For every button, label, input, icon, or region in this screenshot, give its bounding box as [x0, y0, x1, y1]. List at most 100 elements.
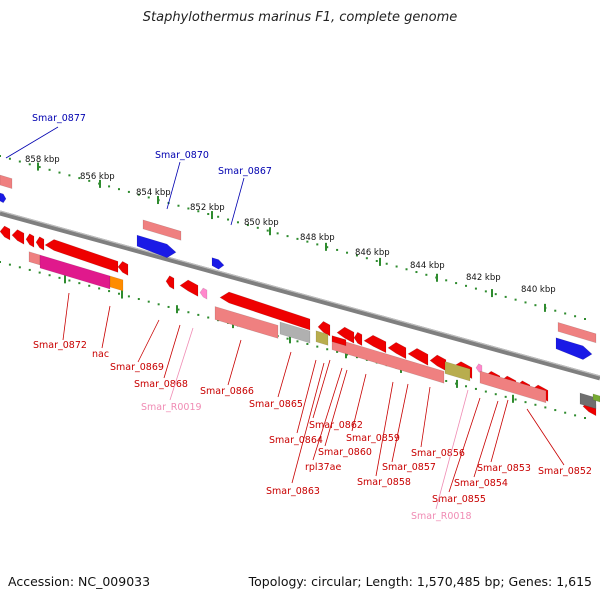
gene-arrow-reverse [179, 279, 199, 297]
gene-label-leader [62, 292, 70, 341]
gene-block [28, 251, 41, 266]
ruler-dot [484, 290, 487, 293]
ruler-dot [256, 226, 259, 229]
ruler-dot [157, 303, 160, 306]
ruler-dot [455, 282, 458, 285]
gene-arrow-reverse [117, 261, 129, 276]
gene-label-leader [490, 399, 509, 463]
ruler-major-tick [325, 242, 327, 251]
ruler-dot [108, 290, 111, 293]
gene-label-leader [526, 408, 565, 466]
ruler-dot [58, 276, 61, 279]
gene-arrow-forward [211, 257, 225, 270]
gene-arrow-reverse [25, 233, 35, 248]
ruler-dot [316, 243, 319, 246]
gene-label-bottom: Smar_0866 [200, 386, 254, 397]
gene-label-leader [230, 177, 245, 226]
ruler-major-tick [37, 162, 39, 171]
ruler-dot [18, 266, 21, 269]
gene-arrow-reverse [387, 342, 407, 360]
ruler-dot [346, 353, 349, 356]
ruler-dot [494, 293, 497, 296]
gene-label-bottom: Smar_0859 [346, 433, 400, 444]
gene-label-bottom: nac [92, 349, 109, 360]
ruler-dot [8, 157, 11, 160]
ruler-dot [514, 398, 517, 401]
ruler-dot [137, 298, 140, 301]
gene-label-leader [312, 367, 343, 461]
gene-block [592, 393, 600, 403]
ruler-dot [534, 403, 537, 406]
ruler-dot [197, 313, 200, 316]
gene-block [444, 361, 471, 382]
ruler-dot [554, 409, 557, 412]
ruler-dot [117, 292, 120, 295]
ruler-dot [296, 237, 299, 240]
ruler-major-tick [512, 394, 514, 403]
ruler-dot [78, 282, 81, 285]
gene-label-leader [324, 369, 348, 447]
gene-label-leader [101, 305, 111, 349]
track-layer [0, 174, 600, 417]
ruler-dot [326, 246, 329, 249]
gene-label-leader [163, 324, 181, 379]
gene-label-bottom: Smar_0863 [266, 486, 320, 497]
ruler-dot [534, 304, 537, 307]
ruler-dot [68, 174, 71, 177]
ruler-dot [465, 385, 468, 388]
gene-label-leader [277, 351, 292, 398]
ruler-dot [336, 248, 339, 251]
gene-label-top: Smar_0877 [32, 113, 86, 124]
ruler-major-tick [436, 273, 438, 282]
ruler-dot [88, 284, 91, 287]
gene-label-leader [5, 126, 59, 159]
ruler-dot [167, 305, 170, 308]
gene-label-leader [391, 383, 409, 463]
ruler-dot [504, 395, 507, 398]
gene-label-bottom: Smar_0856 [411, 448, 465, 459]
ruler-dot [78, 177, 81, 180]
ruler-dot [286, 235, 289, 238]
ruler-major-tick [345, 350, 347, 359]
ruler-dot [217, 215, 220, 218]
gene-block [479, 370, 547, 404]
gene-label-bottom: Smar_0860 [318, 447, 372, 458]
ruler-label: 858 kbp [25, 155, 60, 165]
ruler-label: 844 kbp [410, 261, 445, 271]
ruler-dot [137, 193, 140, 196]
gene-block [331, 337, 445, 384]
gene-label-bottom: Smar_0857 [382, 462, 436, 473]
gene-block [109, 275, 124, 292]
ruler-dot [48, 168, 51, 171]
map-title: Staphylothermus marinus F1, complete gen… [142, 10, 458, 25]
gene-arrow-reverse [407, 348, 429, 366]
ruler-major-tick [157, 196, 159, 205]
ruler-dot [336, 350, 339, 353]
ruler-dot [187, 207, 190, 210]
ruler-major-tick [289, 335, 291, 344]
ruler-dot [564, 411, 567, 414]
ruler-label: 842 kbp [466, 273, 501, 283]
ruler-dot [574, 315, 577, 318]
ruler-label: 852 kbp [190, 203, 225, 213]
ruler-major-tick [269, 227, 271, 236]
ruler-dot [266, 229, 269, 232]
ruler-dot [147, 300, 150, 303]
gene-block [315, 330, 329, 346]
ruler-major-tick [121, 290, 123, 299]
ruler-label: 840 kbp [521, 285, 556, 295]
gene-label-bottom: Smar_0853 [477, 463, 531, 474]
ruler-major-tick [211, 211, 213, 220]
ruler-dot [544, 406, 547, 409]
ruler-dot [554, 309, 557, 312]
ruler-dot [346, 251, 349, 254]
ruler-dot [524, 301, 527, 304]
gene-label-leader [169, 327, 194, 401]
gene-label-bottom: Smar_0869 [110, 362, 164, 373]
gene-label-top: Smar_0867 [218, 166, 272, 177]
gene-label-bottom: Smar_R0019 [141, 402, 202, 413]
gene-arrow-reverse [353, 331, 363, 347]
gene-label-leader [375, 381, 394, 477]
ruler-dot [177, 308, 180, 311]
